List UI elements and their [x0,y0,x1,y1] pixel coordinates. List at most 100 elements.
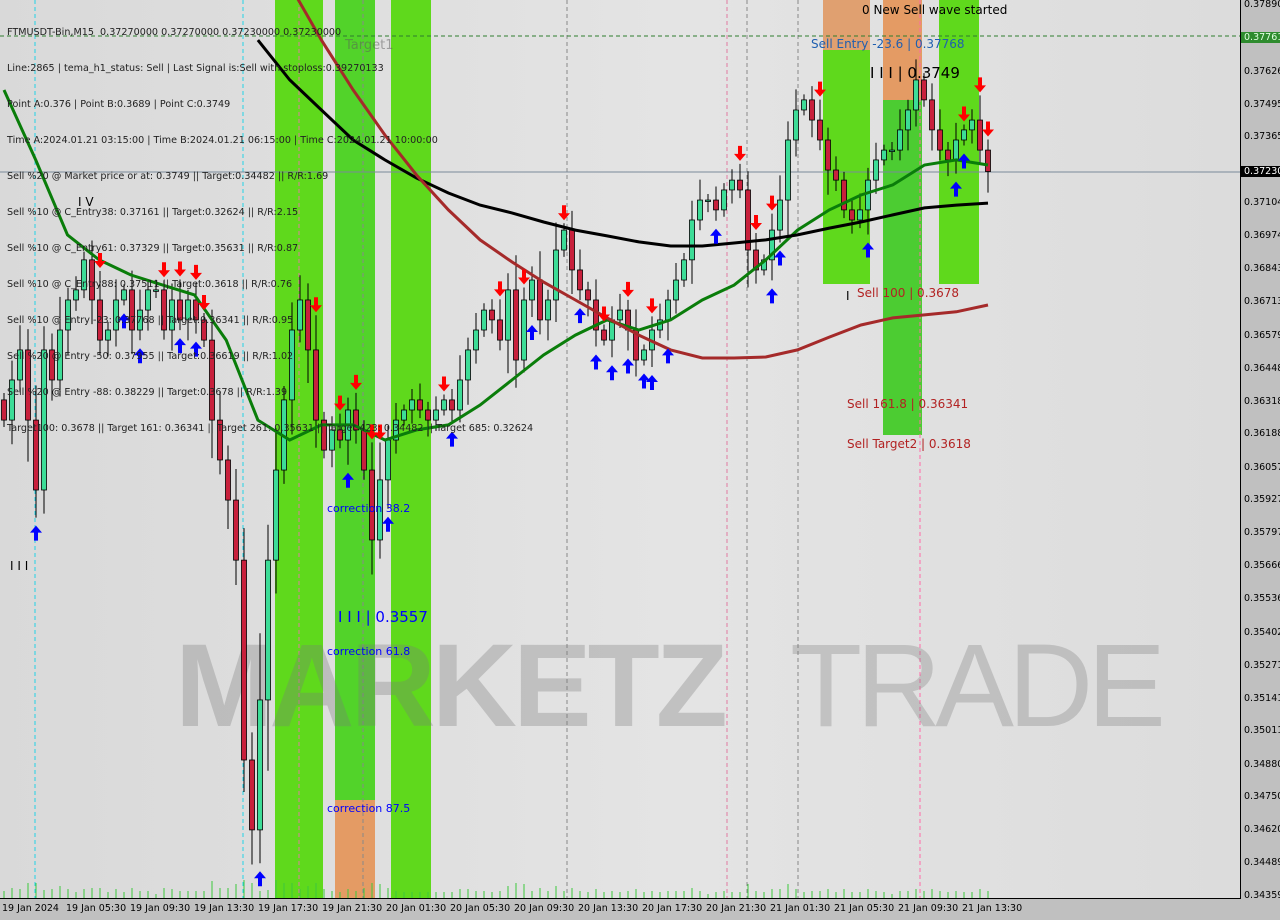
buy-arrow-icon [590,354,602,370]
price-tick-label: 0.37890 [1244,0,1280,10]
sell-arrow-icon [646,298,658,314]
zone-green [883,100,922,435]
bullish-candle [721,189,727,211]
time-tick-label: 21 Jan 13:30 [962,903,1023,914]
time-tick-label: 19 Jan 09:30 [130,903,191,914]
price-chart [1,0,994,898]
correction-61-label: correction 61.8 [327,645,411,658]
sell-arrow-icon [518,269,530,285]
wave-iv-label: I V [78,195,94,209]
sell-arrow-icon [198,295,210,311]
bearish-candle [497,319,503,341]
buy-arrow-icon [446,431,458,447]
bearish-candle [177,299,183,321]
time-tick-label: 19 Jan 21:30 [322,903,383,914]
time-tick-label: 21 Jan 01:30 [770,903,831,914]
sell-arrow-icon [750,214,762,230]
info-line: Sell %10 @ C_Entry61: 0.37329 || Target:… [7,243,299,254]
bullish-candle [185,299,191,321]
buy-arrow-icon [646,375,658,391]
bullish-candle [465,349,471,381]
bullish-candle [73,289,79,301]
correction-38-label: correction 38.2 [327,502,411,515]
bearish-candle [817,119,823,141]
buy-arrow-icon [662,348,674,364]
bullish-candle [137,309,143,331]
bullish-candle [873,159,879,181]
time-tick-label: 20 Jan 05:30 [450,903,511,914]
buy-arrow-icon [190,341,202,357]
info-line: Target100: 0.3678 || Target 161: 0.36341… [7,423,534,434]
bearish-candle [585,289,591,301]
buy-arrow-icon [958,153,970,169]
bullish-candle [473,329,479,351]
sell-arrow-icon [350,374,362,390]
info-line: Time A:2024.01.21 03:15:00 | Time B:2024… [7,135,438,146]
bullish-candle [697,199,703,221]
price-tick-label: 0.36318 [1244,395,1280,407]
buy-arrow-icon [574,308,586,324]
bullish-candle [81,259,87,291]
price-tick-label: 0.36188 [1244,428,1280,440]
price-tick-label: 0.36843 [1244,263,1280,275]
bearish-candle [241,559,247,761]
bearish-candle [313,349,319,421]
sell-arrow-icon [982,121,994,137]
info-line: Line:2865 | tema_h1_status: Sell | Last … [7,63,384,74]
sell-arrow-icon [814,81,826,97]
bearish-candle [449,399,455,411]
bearish-candle [417,399,423,411]
bullish-candle [105,329,111,341]
bearish-candle [321,419,327,451]
buy-arrow-icon [638,373,650,389]
price-tick-label: 0.35927 [1244,494,1280,506]
bullish-candle [273,469,279,561]
sell-arrow-icon [958,106,970,122]
bullish-candle [505,289,511,341]
price-tick-label: 0.34880 [1244,758,1280,770]
price-tick-label: 0.35141 [1244,692,1280,704]
bullish-candle [857,209,863,221]
buy-arrow-icon [174,338,186,354]
bearish-candle [841,179,847,211]
price-tick-label: 0.35666 [1244,560,1280,572]
bullish-candle [881,149,887,161]
bearish-candle [193,299,199,321]
bullish-candle [681,259,687,281]
watermark-logo-b: TRADE [790,620,1166,752]
zone-orange [335,800,375,898]
buy-arrow-icon [862,242,874,258]
price-tick-label: 0.36579 [1244,329,1280,341]
bullish-candle [617,309,623,321]
chart-plot-area[interactable]: MARKETZ TRADE FTMUSDT-Bin,M15 0.37270000… [0,0,1241,899]
time-tick-label: 20 Jan 01:30 [386,903,447,914]
time-tick-label: 20 Jan 09:30 [514,903,575,914]
price-tick-label: 0.36057 [1244,461,1280,473]
bearish-candle [129,289,135,331]
ma-slow-line [296,0,989,360]
bullish-candle [641,349,647,361]
buy-arrow-icon [710,228,722,244]
sell-arrow-icon [366,424,378,440]
info-line: Point A:0.376 | Point B:0.3689 | Point C… [7,99,231,110]
time-tick-label: 19 Jan 05:30 [66,903,127,914]
bullish-candle [665,299,671,321]
sell-target2-label: Sell Target2 | 0.3618 [847,437,971,451]
bearish-candle [25,349,31,421]
bearish-candle [569,229,575,271]
bearish-candle [201,319,207,341]
bullish-candle [729,179,735,191]
info-line: Sell %20 @ Entry -50: 0.37955 || Target:… [7,351,294,362]
sell-arrow-icon [94,253,106,269]
price-tick-label: 0.37495 [1244,98,1280,110]
bearish-candle [833,169,839,181]
bullish-candle [289,329,295,401]
target1-label: Target1 [345,38,394,53]
buy-arrow-icon [342,472,354,488]
buy-arrow-icon [30,525,42,541]
bullish-candle [673,279,679,301]
bullish-candle [913,79,919,111]
price-tick-label: 0.35271 [1244,659,1280,671]
bullish-candle [777,199,783,231]
bearish-candle [225,459,231,501]
